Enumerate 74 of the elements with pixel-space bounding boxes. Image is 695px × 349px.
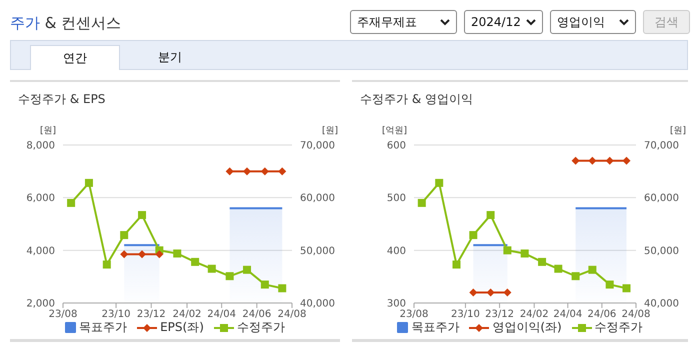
y-tick-label: 500 — [386, 193, 406, 204]
y-tick-label: 300 — [386, 298, 406, 310]
point — [554, 264, 562, 273]
point — [102, 260, 111, 269]
x-tick-label: 23/12 — [136, 309, 166, 320]
chart-title: 수정주가 & EPS — [18, 91, 106, 108]
y2-tick-label: 70,000 — [644, 140, 679, 152]
text: 영업이익 — [557, 14, 605, 30]
point — [435, 178, 444, 187]
legend-label: 영업이익(좌) — [491, 319, 562, 336]
x-tick-label: 23/12 — [485, 309, 514, 320]
point — [208, 264, 216, 273]
y2-tick-label: 40,000 — [644, 298, 679, 310]
x-tick-label: 24/02 — [520, 309, 549, 320]
legend-label: 목표주가 — [78, 319, 128, 336]
point — [84, 178, 93, 187]
x-tick-label: 24/06 — [242, 309, 272, 320]
y2-tick-label: 60,000 — [300, 193, 335, 204]
point — [572, 272, 580, 280]
point — [191, 258, 200, 266]
point — [138, 211, 146, 220]
legend-label: 수정주가 — [236, 319, 285, 336]
text: 검색 — [643, 10, 690, 34]
y2-tick-label: 50,000 — [644, 246, 679, 257]
legend-label: 수정주가 — [594, 319, 643, 336]
y-tick-label: 4,000 — [26, 246, 55, 257]
y2-tick-label: 50,000 — [300, 246, 335, 257]
point — [588, 266, 596, 274]
text: 연간 — [30, 45, 120, 70]
y2-axis-title: [원] — [670, 125, 686, 137]
y-axis-title: [원] — [40, 125, 56, 137]
point — [520, 249, 529, 258]
y2-tick-label: 60,000 — [644, 193, 679, 204]
y-tick-label: 400 — [386, 246, 406, 257]
x-tick-label: 24/06 — [587, 309, 616, 320]
x-tick-label: 24/04 — [207, 309, 236, 320]
x-tick-label: 23/08 — [48, 309, 78, 320]
point — [260, 280, 269, 289]
text: 분기 — [157, 49, 183, 66]
y-tick-label: 8,000 — [26, 140, 55, 152]
x-tick-label: 24/02 — [172, 309, 202, 320]
x-tick-label: 23/10 — [102, 309, 130, 320]
point — [278, 284, 286, 292]
y-tick-label: 600 — [386, 140, 406, 152]
text: 주재무제표 — [357, 14, 417, 30]
point — [622, 284, 630, 292]
x-tick-label: 24/04 — [553, 309, 582, 320]
point — [486, 211, 495, 220]
point — [243, 266, 252, 274]
point — [452, 260, 460, 269]
chart-title: 수정주가 & 영업이익 — [360, 91, 473, 108]
legend-label: 목표주가 — [410, 319, 460, 336]
point — [538, 258, 546, 266]
point — [606, 280, 614, 289]
point — [173, 249, 182, 258]
point — [469, 231, 478, 240]
x-tick-label: 23/10 — [451, 309, 480, 320]
y-tick-label: 2,000 — [26, 298, 55, 310]
text: 주가 & 컨센서스 — [10, 14, 122, 33]
point — [226, 272, 234, 280]
y2-axis-title: [원] — [322, 125, 338, 137]
y-tick-label: 6,000 — [26, 193, 55, 204]
x-tick-label: 23/08 — [400, 309, 428, 320]
y-axis-title: [억원] — [382, 125, 408, 137]
y2-tick-label: 40,000 — [300, 298, 335, 310]
point — [418, 198, 426, 207]
point — [120, 231, 128, 240]
legend-label: EPS(좌) — [159, 319, 204, 336]
point — [67, 198, 76, 207]
text: 2024/12 — [471, 15, 521, 29]
y2-tick-label: 70,000 — [300, 140, 335, 152]
x-tick-label: 24/08 — [278, 309, 306, 320]
point — [503, 246, 512, 254]
x-tick-label: 24/08 — [622, 309, 650, 320]
